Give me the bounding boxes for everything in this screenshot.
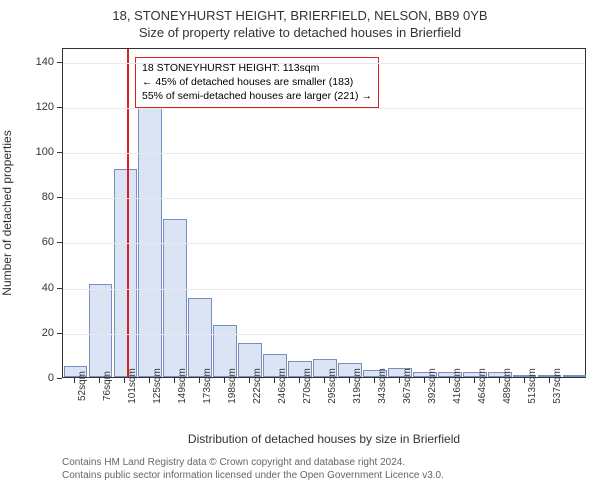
xtick-label: 295sqm xyxy=(327,368,338,404)
xtick-label: 198sqm xyxy=(227,368,238,404)
xtick-mark xyxy=(199,378,200,383)
ytick-mark xyxy=(57,152,62,153)
xtick-mark xyxy=(524,378,525,383)
ytick-mark xyxy=(57,197,62,198)
ytick-mark xyxy=(57,378,62,379)
footer-line2: Contains public sector information licen… xyxy=(62,469,444,482)
xtick-mark xyxy=(324,378,325,383)
xtick-label: 513sqm xyxy=(527,368,538,404)
histogram-bar xyxy=(114,169,138,377)
xtick-mark xyxy=(274,378,275,383)
ytick-mark xyxy=(57,333,62,334)
xtick-mark xyxy=(149,378,150,383)
xtick-mark xyxy=(74,378,75,383)
xtick-label: 537sqm xyxy=(552,368,563,404)
ytick-mark xyxy=(57,62,62,63)
ytick-mark xyxy=(57,107,62,108)
xtick-label: 125sqm xyxy=(152,368,163,404)
gridline xyxy=(63,63,585,64)
histogram-bar xyxy=(563,375,587,377)
xtick-label: 52sqm xyxy=(77,371,88,401)
gridline xyxy=(63,334,585,335)
copyright-footer: Contains HM Land Registry data © Crown c… xyxy=(62,456,444,482)
xtick-label: 367sqm xyxy=(402,368,413,404)
ytick-label: 20 xyxy=(32,327,54,339)
xtick-label: 416sqm xyxy=(452,368,463,404)
y-axis-label: Number of detached properties xyxy=(0,130,14,295)
x-axis-label: Distribution of detached houses by size … xyxy=(188,432,460,446)
xtick-label: 101sqm xyxy=(127,368,138,404)
xtick-label: 270sqm xyxy=(302,368,313,404)
xtick-mark xyxy=(549,378,550,383)
ytick-label: 0 xyxy=(32,372,54,384)
xtick-mark xyxy=(349,378,350,383)
histogram-bar xyxy=(188,298,212,377)
xtick-mark xyxy=(499,378,500,383)
xtick-mark xyxy=(399,378,400,383)
xtick-mark xyxy=(174,378,175,383)
info-line3: 55% of semi-detached houses are larger (… xyxy=(142,89,372,103)
xtick-label: 173sqm xyxy=(202,368,213,404)
xtick-mark xyxy=(424,378,425,383)
property-info-box: 18 STONEYHURST HEIGHT: 113sqm ← 45% of d… xyxy=(135,57,379,108)
xtick-label: 464sqm xyxy=(477,368,488,404)
histogram-bar xyxy=(89,284,113,377)
gridline xyxy=(63,153,585,154)
xtick-mark xyxy=(374,378,375,383)
gridline xyxy=(63,198,585,199)
histogram-chart: 18 STONEYHURST HEIGHT: 113sqm ← 45% of d… xyxy=(62,48,586,378)
ytick-label: 40 xyxy=(32,282,54,294)
xtick-mark xyxy=(449,378,450,383)
page-title-line1: 18, STONEYHURST HEIGHT, BRIERFIELD, NELS… xyxy=(0,0,600,23)
xtick-mark xyxy=(474,378,475,383)
xtick-label: 319sqm xyxy=(352,368,363,404)
xtick-mark xyxy=(299,378,300,383)
xtick-mark xyxy=(124,378,125,383)
ytick-label: 60 xyxy=(32,236,54,248)
info-line2: ← 45% of detached houses are smaller (18… xyxy=(142,75,372,89)
ytick-label: 140 xyxy=(32,56,54,68)
gridline xyxy=(63,243,585,244)
ytick-mark xyxy=(57,242,62,243)
xtick-label: 392sqm xyxy=(427,368,438,404)
xtick-label: 246sqm xyxy=(277,368,288,404)
xtick-label: 76sqm xyxy=(102,371,113,401)
ytick-mark xyxy=(57,288,62,289)
ytick-label: 80 xyxy=(32,191,54,203)
ytick-label: 100 xyxy=(32,146,54,158)
footer-line1: Contains HM Land Registry data © Crown c… xyxy=(62,456,444,469)
gridline xyxy=(63,289,585,290)
xtick-label: 149sqm xyxy=(177,368,188,404)
ytick-label: 120 xyxy=(32,101,54,113)
page-title-line2: Size of property relative to detached ho… xyxy=(0,23,600,40)
xtick-label: 222sqm xyxy=(252,368,263,404)
gridline xyxy=(63,108,585,109)
xtick-label: 489sqm xyxy=(502,368,513,404)
xtick-mark xyxy=(99,378,100,383)
xtick-mark xyxy=(249,378,250,383)
property-marker-line xyxy=(127,49,129,377)
xtick-mark xyxy=(224,378,225,383)
xtick-label: 343sqm xyxy=(377,368,388,404)
